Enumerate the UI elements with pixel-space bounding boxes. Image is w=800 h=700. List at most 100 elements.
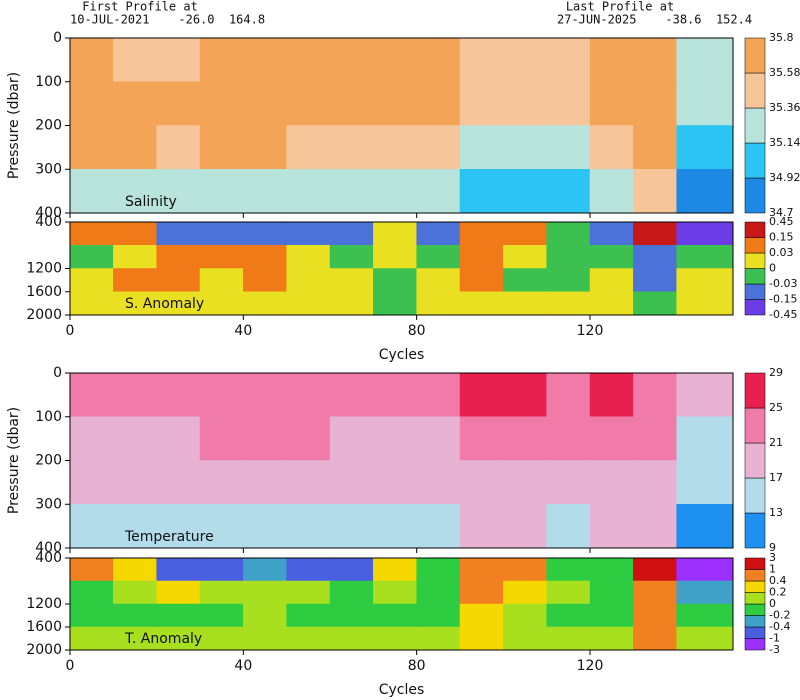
heat-cell — [546, 460, 591, 505]
heat-cell — [286, 557, 331, 582]
heat-cell — [69, 125, 114, 170]
heat-cell — [546, 37, 591, 82]
x-tick-label: 0 — [66, 658, 75, 674]
heat-cell — [329, 37, 374, 82]
x-axis-title: Cycles — [379, 682, 425, 698]
heat-cell — [676, 221, 734, 246]
heat-cell — [503, 245, 547, 269]
heat-cell — [69, 580, 114, 605]
heat-cell — [156, 245, 201, 269]
heat-cell — [503, 372, 547, 417]
colorbar-label: 35.8 — [769, 31, 794, 44]
heat-cell — [459, 221, 504, 246]
colorbar-label: 35.14 — [769, 136, 800, 149]
heat-cell — [286, 169, 331, 214]
heat-cell — [459, 37, 504, 82]
heat-cell — [69, 603, 114, 628]
heat-cell — [156, 81, 201, 126]
x-tick-label: 120 — [577, 323, 604, 339]
heat-cell — [113, 268, 157, 292]
y-axis-title: Pressure (dbar) — [6, 407, 22, 514]
heat-cell — [416, 416, 461, 461]
heat-cell — [373, 245, 417, 269]
heat-cell — [286, 372, 331, 417]
heat-cell — [503, 291, 547, 316]
heat-cell — [416, 372, 461, 417]
colorbar-box — [744, 221, 766, 238]
heat-cell — [676, 81, 734, 126]
colorbar-label: 0.45 — [769, 215, 794, 228]
heat-cell — [676, 245, 734, 269]
heat-cell — [546, 372, 591, 417]
heat-cell — [373, 504, 417, 549]
heat-cell — [156, 169, 201, 214]
heat-cell — [69, 221, 114, 246]
heat-cell — [69, 557, 114, 582]
colorbar-label: 21 — [769, 436, 783, 449]
heat-cell — [243, 81, 287, 126]
y-tick-label: 400 — [35, 205, 62, 221]
colorbar-label: -1 — [769, 632, 780, 645]
heat-cell — [69, 245, 114, 269]
heat-cell — [459, 626, 504, 651]
colorbar-label: 34.92 — [769, 171, 800, 184]
heat-cell — [416, 81, 461, 126]
heat-cell — [329, 291, 374, 316]
heat-cell — [329, 81, 374, 126]
heat-cell — [286, 460, 331, 505]
y-tick-label: 200 — [35, 453, 62, 469]
heat-cell — [373, 626, 417, 651]
y-tick-label: 1200 — [26, 596, 62, 612]
colorbar-label: 0.03 — [769, 246, 794, 259]
heat-cell — [373, 37, 417, 82]
heat-cell — [633, 557, 677, 582]
heat-cell — [199, 557, 244, 582]
heat-cell — [243, 580, 287, 605]
heat-cell — [589, 37, 634, 82]
heat-cell — [459, 460, 504, 505]
heat-cell — [113, 460, 157, 505]
colorbar-box — [744, 477, 766, 514]
heat-cell — [69, 372, 114, 417]
heat-cell — [546, 245, 591, 269]
heat-cell — [329, 372, 374, 417]
heat-cell — [459, 245, 504, 269]
colorbar-label: -0.15 — [769, 293, 797, 306]
colorbar-box — [744, 107, 766, 144]
heat-cell — [416, 125, 461, 170]
colorbar-box — [744, 615, 766, 628]
heat-cell — [69, 169, 114, 214]
heat-cell — [243, 268, 287, 292]
colorbar-box — [744, 512, 766, 549]
heat-cell — [459, 416, 504, 461]
heat-cell — [113, 504, 157, 549]
colorbar-box — [744, 407, 766, 444]
heat-cell — [546, 416, 591, 461]
colorbar-label: -0.03 — [769, 277, 797, 290]
colorbar-box — [744, 283, 766, 300]
colorbar-label: 13 — [769, 506, 783, 519]
first-info: 10-JUL-2021 -26.0 164.8 — [70, 13, 265, 27]
colorbar-label: -0.2 — [769, 609, 790, 622]
heat-cell — [676, 125, 734, 170]
heat-cell — [329, 416, 374, 461]
heat-cell — [69, 291, 114, 316]
heat-cell — [546, 603, 591, 628]
y-tick-label: 100 — [35, 74, 62, 90]
colorbar-box — [744, 37, 766, 74]
colorbar-label: 0 — [769, 597, 776, 610]
heat-cell — [676, 291, 734, 316]
heat-cell — [416, 626, 461, 651]
heat-cell — [113, 416, 157, 461]
heat-cell — [329, 626, 374, 651]
heat-cell — [286, 37, 331, 82]
colorbar-label: 0 — [769, 262, 776, 275]
last-label: Last Profile at — [566, 0, 674, 14]
colorbar-label: 35.58 — [769, 66, 800, 79]
heat-cell — [589, 557, 634, 582]
y-tick-label: 2000 — [26, 307, 62, 323]
heat-cell — [676, 603, 734, 628]
heat-cell — [156, 580, 201, 605]
heat-cell — [113, 245, 157, 269]
heat-cell — [416, 557, 461, 582]
